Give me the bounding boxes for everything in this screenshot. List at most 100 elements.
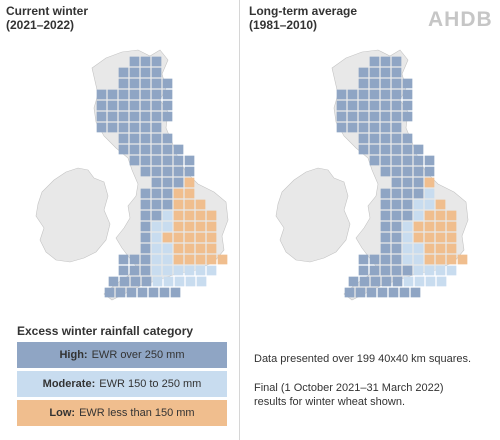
grid-square — [413, 144, 424, 155]
grid-square — [391, 166, 402, 177]
long-term-average-map — [275, 49, 469, 301]
grid-square — [413, 210, 424, 221]
grid-square — [140, 210, 151, 221]
grid-square — [358, 265, 369, 276]
note-squares: Data presented over 199 40x40 km squares… — [254, 353, 472, 365]
current-winter-title: Current winter (2021–2022) — [6, 4, 88, 32]
grid-square — [151, 199, 162, 210]
grid-square — [413, 166, 424, 177]
grid-square — [336, 89, 347, 100]
grid-square — [162, 221, 173, 232]
grid-square — [436, 276, 447, 287]
grid-square — [151, 166, 162, 177]
grid-square — [391, 155, 402, 166]
grid-square — [151, 144, 162, 155]
ireland-outline — [35, 167, 111, 263]
grid-square — [435, 243, 446, 254]
grid-square — [380, 56, 391, 67]
grid-square — [184, 166, 195, 177]
grid-square — [380, 111, 391, 122]
grid-square — [391, 78, 402, 89]
grid-square — [348, 276, 359, 287]
grid-square — [402, 166, 413, 177]
grid-square — [377, 287, 388, 298]
grid-square — [380, 232, 391, 243]
grid-square — [140, 254, 151, 265]
grid-square — [173, 232, 184, 243]
grid-square — [369, 111, 380, 122]
grid-square — [184, 210, 195, 221]
grid-square — [195, 221, 206, 232]
grid-square — [206, 243, 217, 254]
grid-square — [402, 232, 413, 243]
grid-square — [129, 254, 140, 265]
grid-square — [129, 144, 140, 155]
grid-square — [402, 177, 413, 188]
grid-square — [435, 254, 446, 265]
grid-square — [195, 232, 206, 243]
grid-square — [140, 144, 151, 155]
grid-square — [107, 100, 118, 111]
legend-low-level: Low: — [49, 407, 76, 419]
grid-square — [413, 155, 424, 166]
grid-square — [380, 188, 391, 199]
grid-square — [358, 144, 369, 155]
grid-square — [358, 133, 369, 144]
grid-square — [151, 78, 162, 89]
grid-square — [162, 100, 173, 111]
grid-square — [369, 56, 380, 67]
grid-square — [217, 254, 228, 265]
grid-square — [206, 210, 217, 221]
grid-square — [403, 276, 414, 287]
map-layer — [275, 49, 469, 301]
grid-square — [162, 133, 173, 144]
grid-square — [173, 254, 184, 265]
legend-high: High: EWR over 250 mm — [17, 342, 227, 368]
grid-square — [424, 177, 435, 188]
current-winter-title-line1: Current winter — [6, 4, 89, 18]
grid-square — [391, 243, 402, 254]
grid-square — [129, 265, 140, 276]
ahdb-logo: AHDB — [428, 8, 493, 31]
grid-square — [151, 67, 162, 78]
grid-square — [358, 100, 369, 111]
grid-square — [402, 199, 413, 210]
grid-square — [141, 276, 152, 287]
grid-square — [391, 232, 402, 243]
grid-square — [358, 67, 369, 78]
grid-square — [413, 199, 424, 210]
grid-square — [129, 122, 140, 133]
grid-square — [119, 276, 130, 287]
grid-square — [184, 177, 195, 188]
grid-square — [446, 254, 457, 265]
grid-square — [140, 67, 151, 78]
grid-square — [358, 111, 369, 122]
grid-square — [391, 199, 402, 210]
grid-square — [336, 100, 347, 111]
grid-square — [118, 265, 129, 276]
grid-square — [151, 111, 162, 122]
grid-square — [195, 210, 206, 221]
legend-moderate-level: Moderate: — [42, 378, 96, 390]
grid-square — [435, 199, 446, 210]
grid-square — [391, 111, 402, 122]
grid-square — [184, 221, 195, 232]
grid-square — [107, 122, 118, 133]
grid-square — [162, 144, 173, 155]
grid-square — [402, 221, 413, 232]
grid-square — [425, 276, 436, 287]
grid-square — [173, 221, 184, 232]
legend-low: Low: EWR less than 150 mm — [17, 400, 227, 426]
legend-moderate-text: EWR 150 to 250 mm — [99, 378, 202, 390]
grid-square — [388, 287, 399, 298]
grid-square — [96, 100, 107, 111]
grid-square — [162, 199, 173, 210]
ireland-outline — [275, 167, 351, 263]
grid-square — [402, 155, 413, 166]
grid-square — [206, 232, 217, 243]
grid-square — [457, 254, 468, 265]
grid-square — [446, 232, 457, 243]
grid-square — [424, 254, 435, 265]
grid-square — [381, 276, 392, 287]
grid-square — [336, 111, 347, 122]
